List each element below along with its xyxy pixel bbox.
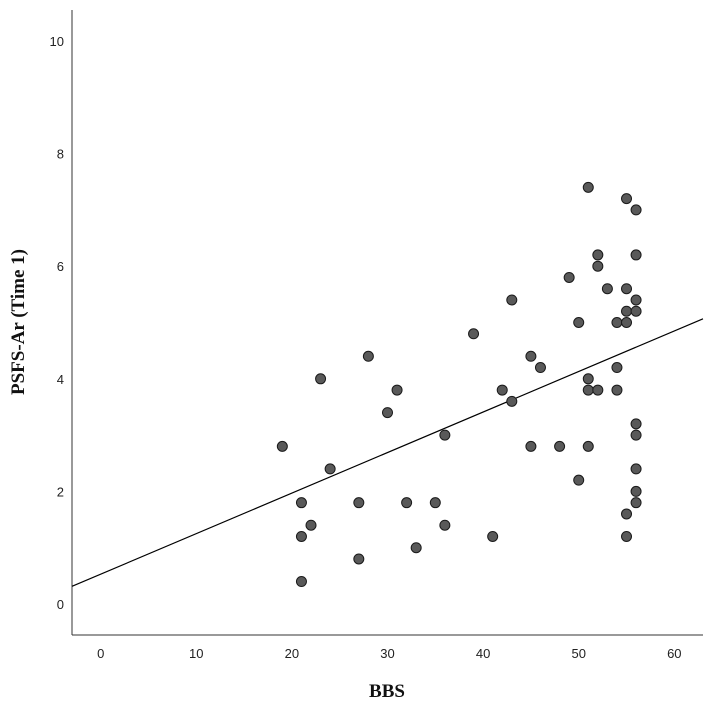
data-point bbox=[276, 440, 288, 452]
data-point bbox=[592, 249, 604, 261]
data-point bbox=[573, 317, 585, 328]
data-point bbox=[611, 317, 623, 328]
data-point bbox=[496, 384, 508, 396]
y-tick-label: 0 bbox=[57, 597, 64, 612]
y-tick-label: 8 bbox=[57, 147, 64, 162]
y-tick-labels: 0 2 4 6 8 10 bbox=[50, 34, 64, 612]
fit-line-group bbox=[71, 318, 704, 587]
data-point bbox=[439, 519, 451, 531]
regression-line bbox=[71, 318, 704, 587]
data-point bbox=[630, 294, 642, 306]
data-point bbox=[534, 362, 546, 374]
data-point bbox=[468, 328, 480, 340]
data-point bbox=[410, 542, 422, 554]
x-tick-label: 40 bbox=[476, 646, 490, 661]
data-point bbox=[630, 429, 642, 441]
data-point bbox=[573, 474, 585, 486]
data-point bbox=[582, 440, 594, 452]
y-tick-label: 6 bbox=[57, 259, 64, 274]
x-tick-label: 10 bbox=[189, 646, 203, 661]
data-point bbox=[324, 463, 336, 475]
data-point bbox=[621, 283, 633, 295]
data-point bbox=[353, 553, 365, 565]
data-point bbox=[295, 576, 307, 588]
data-point bbox=[630, 305, 642, 317]
data-point bbox=[525, 350, 537, 362]
data-point bbox=[439, 429, 451, 441]
data-point bbox=[391, 384, 403, 396]
data-point bbox=[621, 305, 633, 317]
y-tick-label: 10 bbox=[50, 34, 64, 49]
data-point bbox=[362, 350, 374, 362]
data-points bbox=[276, 181, 642, 588]
data-point bbox=[611, 362, 623, 374]
data-point bbox=[621, 508, 633, 520]
y-tick-label: 2 bbox=[57, 484, 64, 499]
x-tick-label: 20 bbox=[285, 646, 299, 661]
data-point bbox=[295, 530, 307, 542]
data-point bbox=[611, 384, 623, 396]
data-point bbox=[630, 497, 642, 509]
data-point bbox=[295, 497, 307, 509]
data-point bbox=[506, 294, 518, 306]
data-point bbox=[487, 530, 499, 542]
y-tick-label: 4 bbox=[57, 372, 64, 387]
data-point bbox=[630, 418, 642, 430]
data-point bbox=[563, 271, 575, 283]
plot-area: 0 10 20 30 40 50 60 0 2 4 6 8 10 bbox=[50, 10, 704, 661]
x-tick-label: 50 bbox=[571, 646, 585, 661]
data-point bbox=[525, 440, 537, 452]
data-point bbox=[630, 204, 642, 216]
x-tick-label: 30 bbox=[380, 646, 394, 661]
data-point bbox=[582, 181, 594, 193]
data-point bbox=[353, 497, 365, 509]
data-point bbox=[630, 485, 642, 497]
data-point bbox=[582, 373, 594, 385]
x-tick-label: 0 bbox=[97, 646, 104, 661]
data-point bbox=[506, 395, 518, 407]
data-point bbox=[401, 497, 413, 509]
data-point bbox=[582, 384, 594, 396]
data-point bbox=[630, 463, 642, 475]
data-point bbox=[621, 530, 633, 542]
data-point bbox=[601, 283, 613, 295]
data-point bbox=[592, 384, 604, 396]
x-axis-title: BBS bbox=[369, 681, 405, 702]
data-point bbox=[554, 440, 566, 452]
data-point bbox=[315, 373, 327, 385]
data-point bbox=[305, 519, 317, 531]
data-point bbox=[382, 407, 393, 419]
data-point bbox=[621, 193, 633, 205]
data-point bbox=[621, 317, 633, 328]
data-point bbox=[592, 260, 604, 272]
y-axis-title: PSFS-Ar (Time 1) bbox=[8, 249, 29, 395]
data-point bbox=[630, 249, 642, 261]
x-tick-label: 60 bbox=[667, 646, 681, 661]
data-point bbox=[429, 497, 441, 509]
x-tick-labels: 0 10 20 30 40 50 60 bbox=[97, 646, 681, 661]
